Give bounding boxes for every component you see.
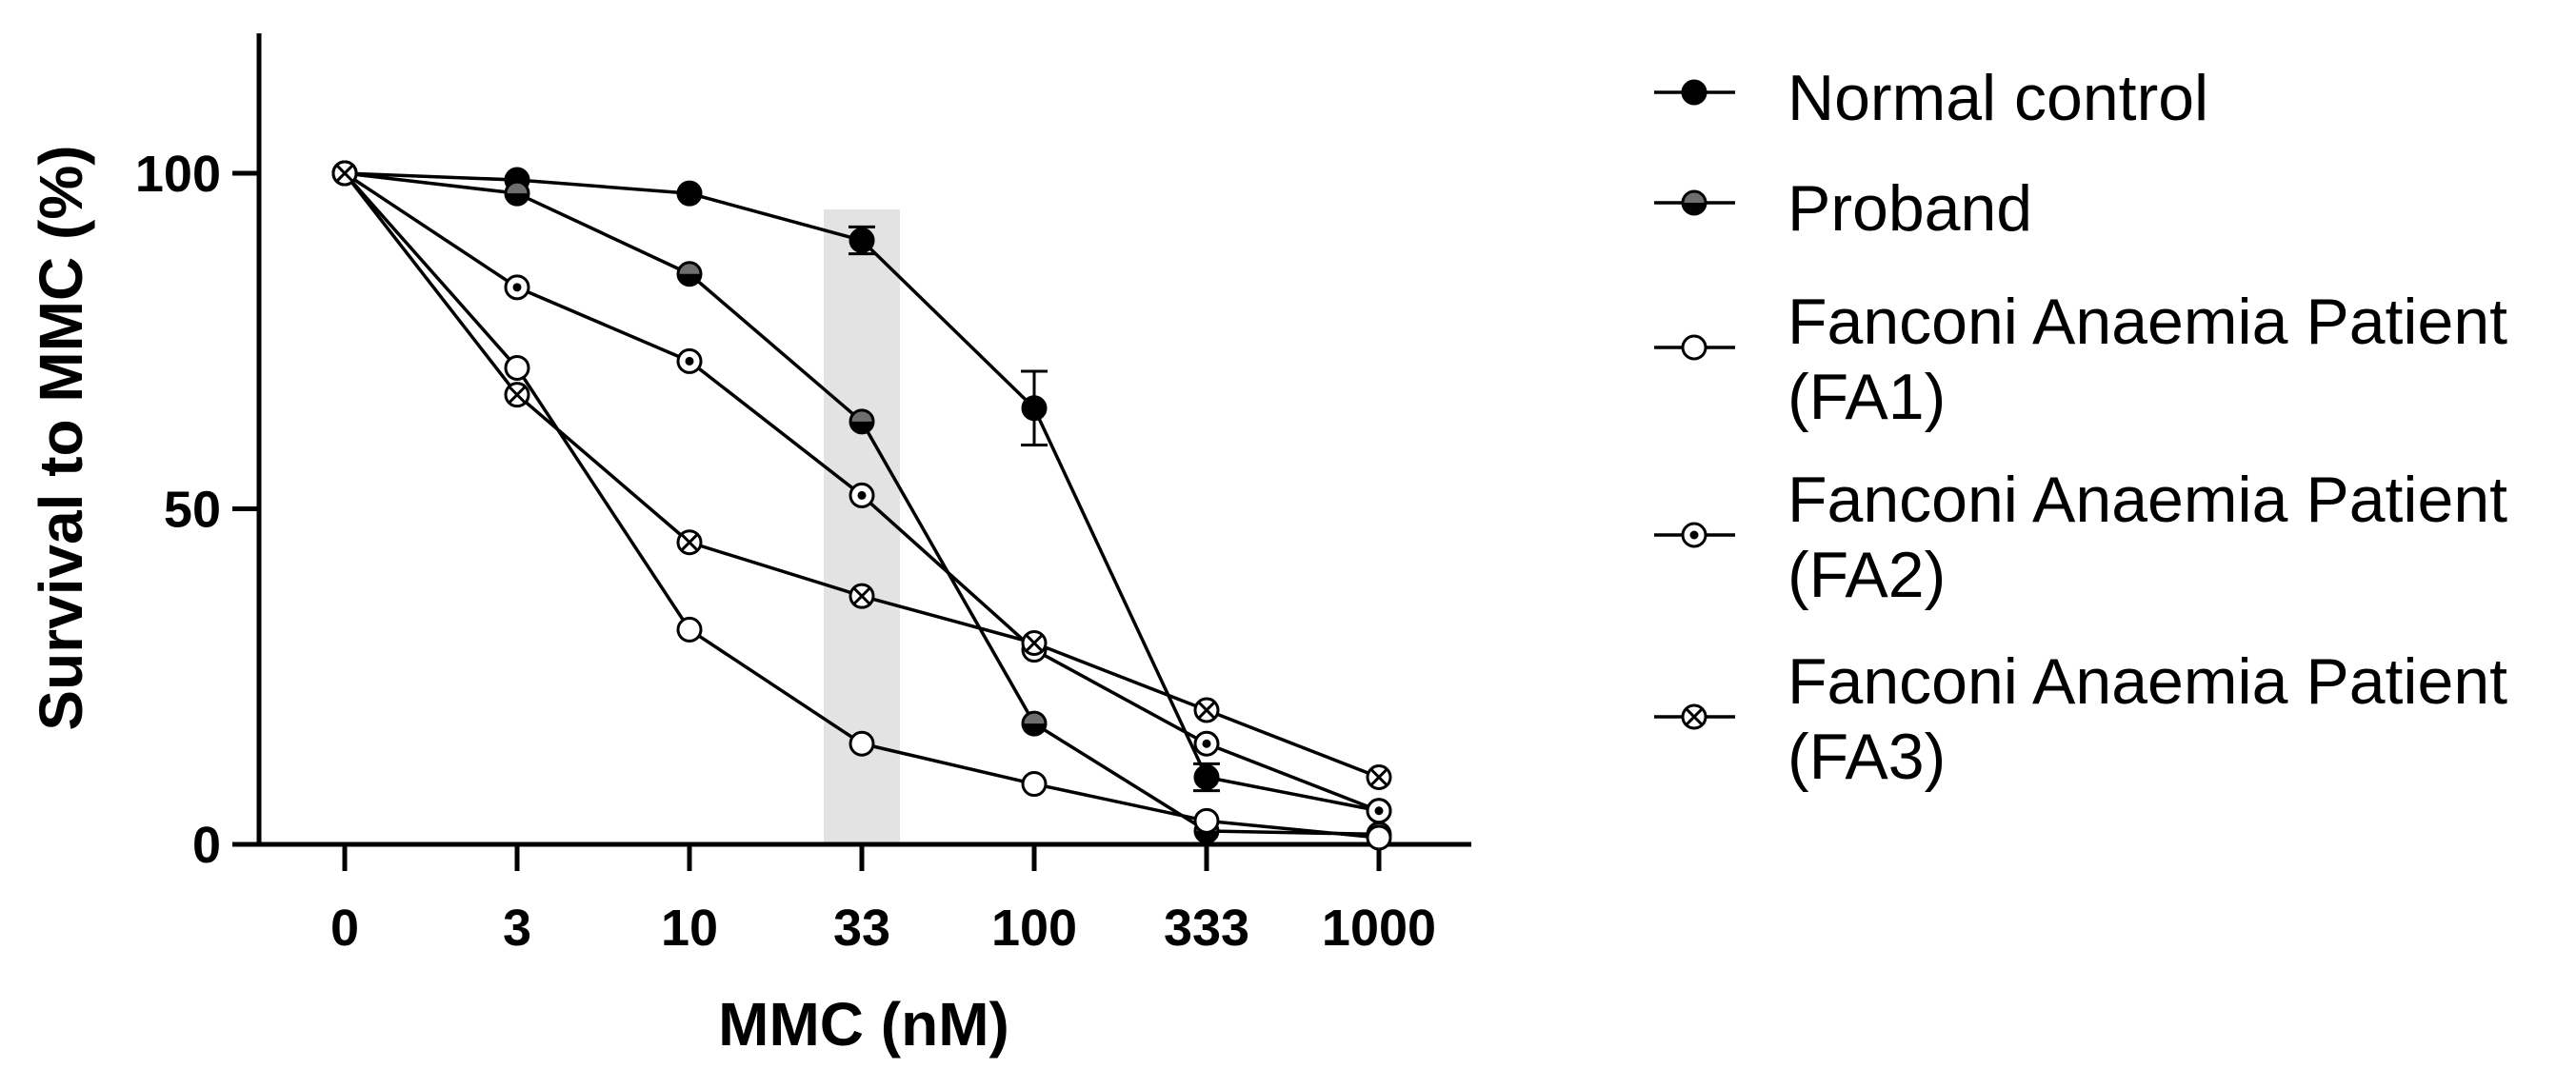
- legend-label: (FA2): [1787, 539, 1946, 611]
- marker-center-dot: [1689, 530, 1699, 540]
- legend-marker: [1681, 522, 1707, 548]
- marker-center-dot: [512, 283, 522, 292]
- x-tick-label: 100: [991, 900, 1077, 957]
- marker-cross: [1685, 707, 1704, 726]
- marker-cross: [1197, 701, 1216, 720]
- marker-center-dot: [1202, 739, 1211, 748]
- marker-half: [1195, 830, 1218, 842]
- series-3-point: [1193, 807, 1220, 834]
- legend-label: Fanconi Anaemia Patient: [1787, 464, 2507, 536]
- series-2-point: [1021, 710, 1048, 737]
- legend-label: Normal control: [1787, 62, 2208, 134]
- marker-cross: [335, 164, 354, 183]
- marker-shape: [676, 180, 703, 207]
- marker-shape: [1193, 807, 1220, 834]
- marker-cross: [508, 386, 527, 405]
- x-tick-label: 0: [330, 900, 359, 957]
- marker-shape: [1681, 79, 1707, 106]
- series-5-point: [331, 160, 358, 187]
- x-tick-label: 10: [661, 900, 718, 957]
- series-5-point: [1366, 764, 1392, 790]
- legend-item-5: Fanconi Anaemia Patient(FA3): [1654, 645, 2507, 793]
- marker-half: [850, 421, 873, 433]
- series-3-point: [504, 354, 530, 381]
- marker-shape: [849, 730, 875, 757]
- series-4-point: [504, 274, 530, 301]
- legend-label: Fanconi Anaemia Patient: [1787, 286, 2507, 358]
- legend-item-2: Proband: [1654, 172, 2032, 245]
- legend-marker: [1681, 189, 1707, 216]
- x-tick-label: 3: [503, 900, 531, 957]
- series-1-point: [1193, 764, 1220, 790]
- series-3-point: [1366, 824, 1392, 851]
- legend-marker: [1681, 79, 1707, 106]
- x-tick-label: 33: [833, 900, 890, 957]
- x-tick-label: 333: [1164, 900, 1249, 957]
- legend-marker: [1681, 334, 1707, 361]
- series-5-point: [1193, 697, 1220, 723]
- legend-marker: [1681, 703, 1707, 730]
- marker-center-dot: [1374, 806, 1384, 816]
- series-5-point: [849, 583, 875, 609]
- y-tick-label: 100: [135, 146, 221, 203]
- series-2-point: [504, 180, 530, 207]
- series-5-point: [1021, 630, 1048, 656]
- legend-label: (FA1): [1787, 361, 1946, 433]
- marker-shape: [676, 616, 703, 643]
- marker-cross: [680, 533, 699, 552]
- series-3-point: [1021, 771, 1048, 798]
- x-tick-label: 1000: [1322, 900, 1436, 957]
- x-axis-title: MMC (nM): [718, 990, 1009, 1059]
- marker-center-dot: [685, 356, 694, 366]
- marker-center-dot: [857, 490, 867, 500]
- marker-cross: [852, 586, 871, 605]
- series-2-point: [676, 261, 703, 287]
- marker-shape: [1681, 334, 1707, 361]
- marker-shape: [1021, 395, 1048, 422]
- series-4-point: [1366, 798, 1392, 824]
- legend-item-3: Fanconi Anaemia Patient(FA1): [1654, 286, 2507, 433]
- marker-shape: [1021, 771, 1048, 798]
- y-tick-label: 50: [164, 482, 221, 539]
- marker-half: [678, 273, 701, 286]
- series-3-point: [849, 730, 875, 757]
- marker-half: [1023, 723, 1046, 736]
- series-4-point: [849, 482, 875, 508]
- marker-half: [506, 193, 529, 206]
- series-2-point: [849, 408, 875, 435]
- legend-item-4: Fanconi Anaemia Patient(FA2): [1654, 464, 2507, 611]
- legend-label: Proband: [1787, 172, 2032, 245]
- y-axis-title: Survival to MMC (%): [27, 145, 95, 730]
- series-4-point: [1193, 730, 1220, 757]
- marker-cross: [1369, 768, 1388, 786]
- series-3-point: [676, 616, 703, 643]
- series-4-point: [676, 347, 703, 374]
- series-5-point: [676, 529, 703, 556]
- series-5-point: [504, 382, 530, 408]
- series-1-point: [849, 228, 875, 253]
- marker-shape: [1193, 764, 1220, 790]
- series-1-point: [676, 180, 703, 207]
- y-tick-label: 0: [192, 817, 221, 874]
- marker-shape: [504, 354, 530, 381]
- marker-shape: [849, 228, 875, 253]
- series-1-point: [1021, 395, 1048, 422]
- legend-label: (FA3): [1787, 721, 1946, 793]
- marker-cross: [1025, 634, 1044, 652]
- marker-half: [1683, 203, 1706, 214]
- legend-item-1: Normal control: [1654, 62, 2208, 134]
- legend-label: Fanconi Anaemia Patient: [1787, 645, 2507, 718]
- marker-shape: [1366, 824, 1392, 851]
